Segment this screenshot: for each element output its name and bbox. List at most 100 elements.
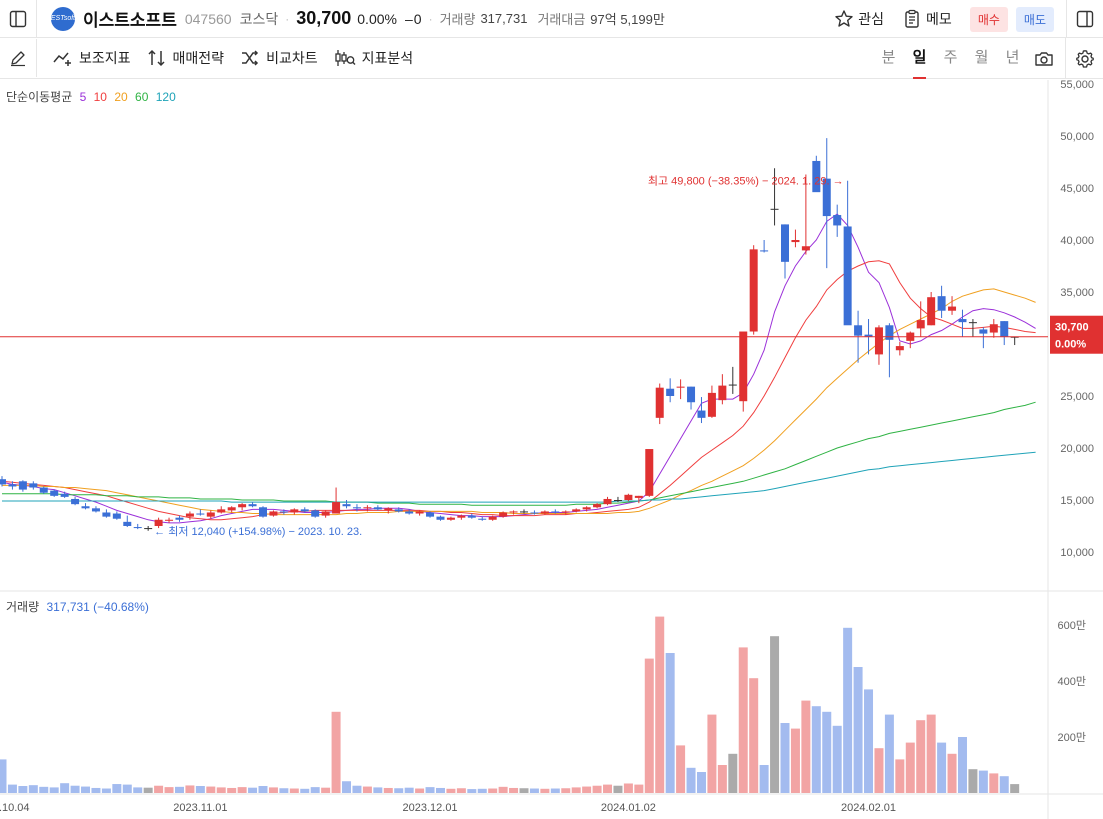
volume-bar <box>811 706 821 793</box>
volume-bar <box>738 647 748 793</box>
candle-body <box>60 493 69 497</box>
volume-bar <box>321 787 331 793</box>
draw-pen-icon[interactable] <box>0 39 36 77</box>
volume-bar <box>362 786 372 793</box>
current-price-tag-change: 0.00% <box>1055 339 1086 351</box>
volume-bar <box>206 786 216 793</box>
volume-bar <box>227 787 237 793</box>
period-year[interactable]: 년 <box>1005 49 1020 66</box>
price-chart[interactable]: 10,000 15,000 20,000 25,000 35,000 40,000 45,0… <box>0 80 1103 819</box>
candle-body <box>133 527 142 529</box>
candle-body <box>217 509 226 513</box>
candle-body <box>666 388 675 396</box>
volume-legend-value: 317,731 (−40.68%) <box>46 600 149 614</box>
volume-bar <box>435 787 445 793</box>
volume-bar <box>884 714 894 793</box>
candle-body <box>259 507 267 517</box>
price-tick-label: 45,000 <box>1060 183 1094 195</box>
volume-tick-label: 600만 <box>1058 619 1086 632</box>
volume-bar <box>676 745 686 793</box>
volume-bar <box>164 787 174 793</box>
settings-gear-icon[interactable] <box>1065 38 1103 79</box>
tool-analysis[interactable]: 지표분석 <box>334 48 413 68</box>
volume-bar <box>373 787 383 793</box>
period-minute[interactable]: 분 <box>881 49 896 66</box>
volume-bar <box>39 786 49 793</box>
candle-body <box>71 498 80 505</box>
price-tick-label: 55,000 <box>1060 80 1094 91</box>
volume-bar <box>352 785 362 793</box>
volume-bar <box>383 787 393 793</box>
candle-body <box>332 502 341 514</box>
candle-body <box>1000 321 1009 337</box>
volume-bar <box>154 785 164 793</box>
price-tick-label: 15,000 <box>1060 495 1094 507</box>
volume-bar <box>989 773 999 793</box>
period-day[interactable]: 일 <box>904 38 935 79</box>
candle-body <box>426 512 435 517</box>
tool-compare[interactable]: 비교차트 <box>240 48 318 68</box>
low-annotation: ← 최저 12,040 (+154.98%) − 2023. 10. 23. <box>154 525 362 538</box>
sidebar-toggle-icon[interactable] <box>0 0 36 38</box>
volume-bar <box>916 720 926 793</box>
volume-bar <box>310 787 320 793</box>
candle-body <box>624 494 633 500</box>
current-price-tag-value: 30,700 <box>1055 322 1089 334</box>
volume-bar <box>300 788 310 793</box>
ma-line-120 <box>2 451 1036 503</box>
volume-bar <box>895 759 905 793</box>
high-annotation: 최고 49,800 (−38.35%) − 2024. 1. 29. → <box>648 175 844 188</box>
period-month[interactable]: 월 <box>974 49 989 66</box>
candle-body <box>948 306 957 311</box>
candle-body <box>760 250 769 252</box>
candle-body <box>749 249 758 332</box>
volume-bar <box>112 784 122 793</box>
company-logo: ESTsoft <box>51 6 75 31</box>
camera-icon[interactable] <box>1028 38 1059 79</box>
stock-name[interactable]: 이스트소프트 <box>83 11 177 30</box>
candle-body <box>968 322 977 324</box>
volume-bar <box>686 767 696 793</box>
change-absolute: 0 <box>413 10 422 27</box>
candle-body <box>206 512 215 517</box>
period-week[interactable]: 주 <box>943 49 958 66</box>
candle-body <box>81 506 90 509</box>
memo-button[interactable]: 메모 <box>902 9 952 29</box>
volume-bar <box>550 788 560 793</box>
volume-bar <box>864 689 874 793</box>
volume-bar <box>185 785 195 793</box>
panel-toggle-icon[interactable] <box>1067 0 1103 38</box>
volume-legend: 거래량 317,731 (−40.68%) <box>6 598 149 615</box>
volume-bar <box>195 786 205 793</box>
volume-legend-label: 거래량 <box>6 600 40 614</box>
candle-body <box>791 240 800 243</box>
volume-bar <box>70 785 80 793</box>
volume-bar <box>571 787 581 793</box>
volume-bar <box>978 770 988 793</box>
shuffle-icon <box>242 50 259 66</box>
volume-bar <box>60 783 70 793</box>
volume-bar <box>592 785 602 793</box>
ma-legend-title: 단순이동평균 <box>6 90 73 104</box>
volume-bar <box>717 765 727 793</box>
ma-legend-120: 120 <box>155 90 176 104</box>
watch-button[interactable]: 관심 <box>834 9 884 29</box>
volume-bar <box>759 765 769 793</box>
candle-body <box>989 324 998 333</box>
volume-bar <box>613 785 623 793</box>
ma-legend-20: 20 <box>114 90 128 104</box>
dot-separator: · <box>285 11 290 26</box>
volume-bar <box>0 759 7 793</box>
volume-bar <box>456 788 466 793</box>
volume-bar <box>937 742 947 793</box>
candle-body <box>457 515 466 518</box>
tool-strategy[interactable]: 매매전략 <box>147 48 224 68</box>
volume-bar <box>467 789 477 793</box>
candle-body <box>39 487 48 493</box>
tool-indicator[interactable]: 보조지표 <box>53 48 131 68</box>
sell-button[interactable]: 매도 <box>1015 6 1054 32</box>
volume-bar <box>258 786 268 793</box>
buy-button[interactable]: 매수 <box>969 6 1008 32</box>
candle-body <box>384 508 393 511</box>
volume-bar <box>509 787 519 793</box>
